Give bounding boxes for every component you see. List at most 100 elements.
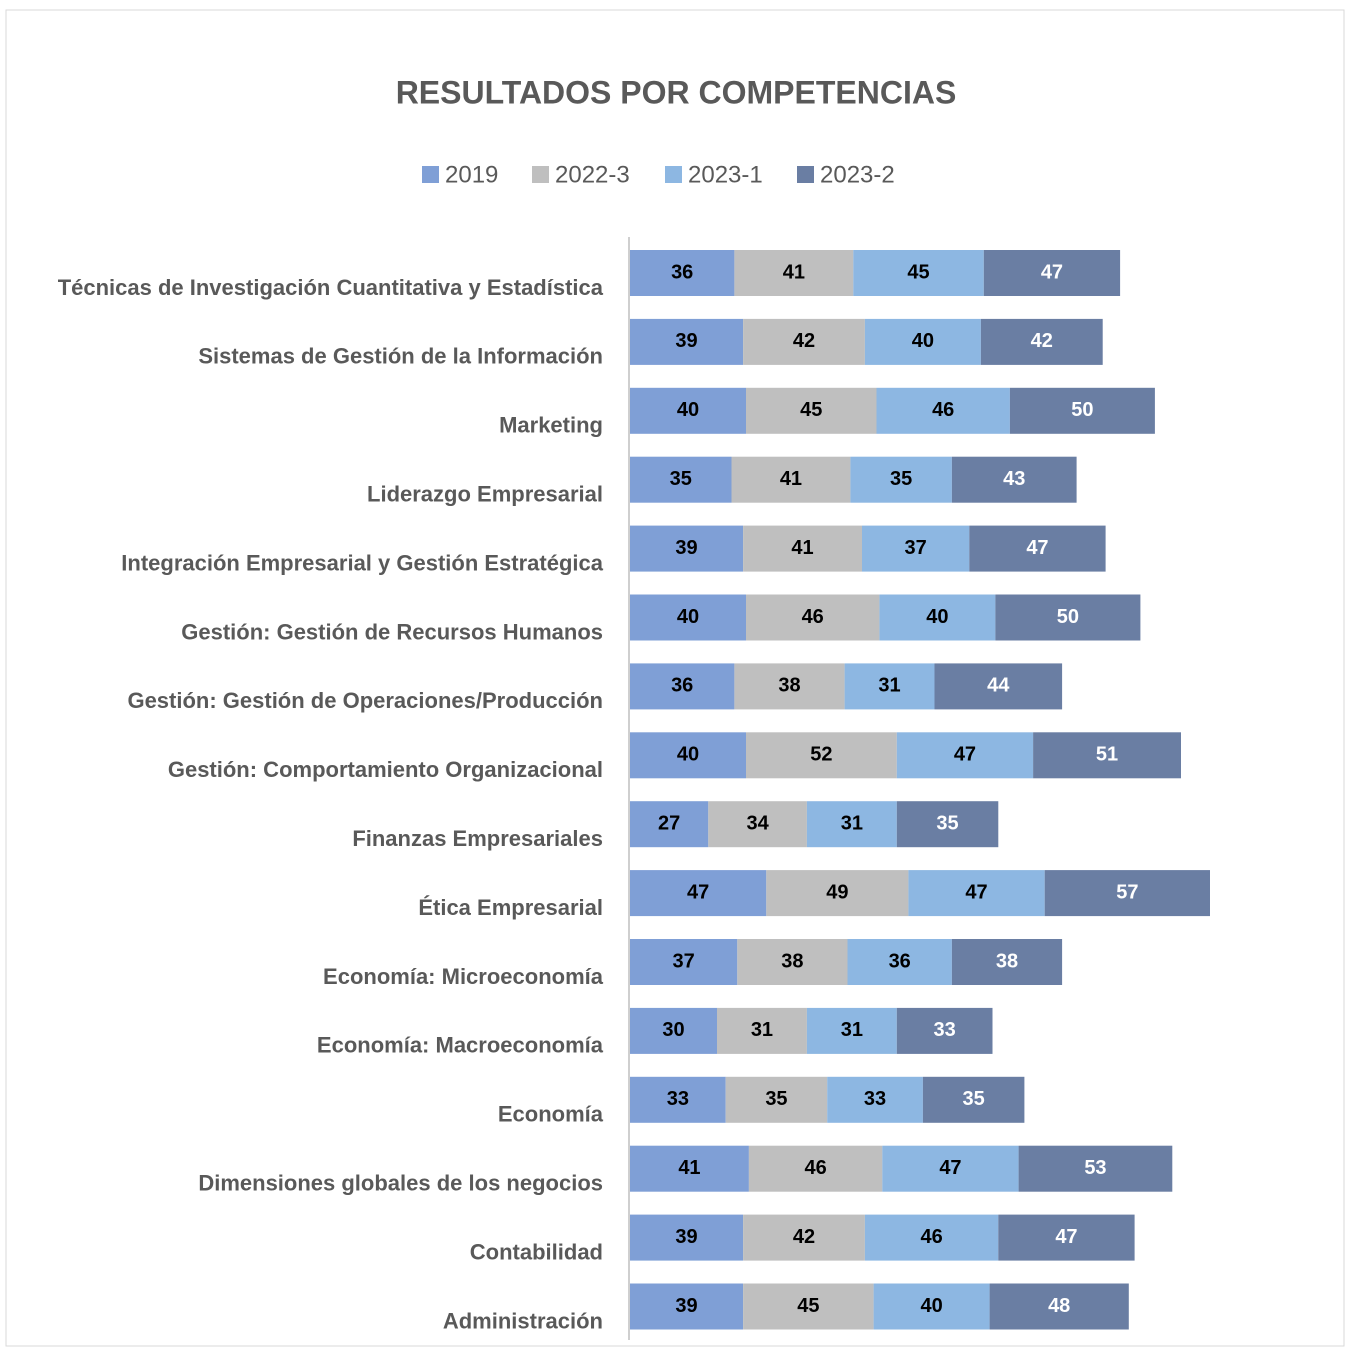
bar-segment — [630, 525, 744, 572]
data-label: 40 — [677, 399, 699, 421]
bar-segment — [1033, 732, 1181, 779]
bar-segment — [806, 801, 897, 848]
data-label: 49 — [826, 881, 848, 903]
bar-segment — [873, 1283, 990, 1330]
bar-segment — [983, 250, 1121, 296]
bar-segment — [951, 939, 1063, 985]
legend-label: 2023-2 — [820, 161, 895, 188]
data-label: 46 — [804, 1157, 826, 1179]
bar-segment — [1044, 870, 1210, 917]
bar-segment — [879, 594, 996, 641]
bar-segment — [864, 1214, 999, 1261]
legend-label: 2019 — [445, 161, 498, 188]
data-label: 39 — [675, 537, 697, 559]
bar-segment — [934, 663, 1063, 710]
data-label: 46 — [802, 606, 824, 628]
bar-segment — [748, 1145, 883, 1192]
bar-segment — [980, 318, 1103, 365]
category-label: Técnicas de Investigación Cuantitativa y… — [58, 275, 604, 300]
data-label: 47 — [939, 1157, 961, 1179]
bar-segment — [746, 387, 877, 434]
bar-segment — [969, 525, 1106, 572]
bar-segment — [630, 318, 744, 365]
data-label: 35 — [936, 812, 958, 834]
bar-segment — [882, 1145, 1019, 1192]
category-label: Finanzas Empresariales — [352, 826, 603, 851]
data-label: 42 — [1031, 330, 1053, 352]
data-label: 43 — [1003, 468, 1025, 490]
data-label: 47 — [954, 744, 976, 766]
category-label: Gestión: Gestión de Operaciones/Producci… — [127, 688, 603, 713]
legend-swatch — [532, 166, 549, 183]
bar-segment — [743, 1214, 865, 1261]
data-label: 35 — [890, 468, 912, 490]
category-label: Gestión: Comportamiento Organizacional — [168, 757, 603, 782]
data-label: 40 — [677, 606, 699, 628]
bar-segment — [896, 1007, 993, 1054]
data-label: 33 — [667, 1088, 689, 1110]
data-label: 51 — [1096, 744, 1118, 766]
category-label: Administración — [443, 1308, 603, 1333]
data-label: 41 — [780, 468, 802, 490]
data-label: 37 — [673, 950, 695, 972]
data-label: 36 — [671, 675, 693, 697]
bar-segment — [737, 939, 848, 985]
bar-segment — [876, 387, 1010, 434]
bar-segment — [630, 801, 709, 848]
data-label: 57 — [1116, 881, 1138, 903]
data-label: 50 — [1057, 606, 1079, 628]
data-label: 35 — [963, 1088, 985, 1110]
data-label: 39 — [675, 330, 697, 352]
bar-segment — [844, 663, 935, 710]
bar-segment — [995, 594, 1141, 641]
data-label: 53 — [1084, 1157, 1106, 1179]
bar-segment — [717, 1007, 807, 1054]
category-label: Gestión: Gestión de Recursos Humanos — [181, 619, 603, 644]
data-label: 31 — [751, 1019, 773, 1041]
bar-segment — [708, 801, 807, 848]
category-label: Ética Empresarial — [418, 895, 603, 920]
data-label: 35 — [765, 1088, 787, 1110]
bar-segment — [630, 594, 746, 641]
data-label: 38 — [996, 950, 1018, 972]
legend-label: 2022-3 — [555, 161, 630, 188]
data-label: 33 — [864, 1088, 886, 1110]
bar-segment — [630, 250, 735, 296]
legend-swatch — [422, 166, 439, 183]
data-label: 45 — [797, 1295, 819, 1317]
data-label: 47 — [965, 881, 987, 903]
data-label: 38 — [778, 675, 800, 697]
bar-segment — [743, 1283, 874, 1330]
data-label: 42 — [793, 1226, 815, 1248]
bar-segment — [922, 1076, 1025, 1123]
data-label: 47 — [1026, 537, 1048, 559]
data-label: 42 — [793, 330, 815, 352]
bar-segment — [630, 939, 738, 985]
bar-segment — [630, 1214, 744, 1261]
bar-segment — [746, 732, 897, 779]
bar-segment — [827, 1076, 923, 1123]
bar-segment — [1018, 1145, 1173, 1192]
bar-segment — [630, 456, 732, 503]
bar-segment — [1009, 387, 1155, 434]
bar-segment — [853, 250, 984, 296]
data-label: 34 — [746, 812, 769, 834]
bar-segment — [896, 801, 999, 848]
category-label: Liderazgo Empresarial — [367, 482, 603, 507]
data-label: 41 — [791, 537, 813, 559]
category-label: Contabilidad — [470, 1239, 603, 1264]
bar-segment — [862, 525, 970, 572]
data-label: 45 — [907, 261, 929, 283]
data-label: 50 — [1071, 399, 1093, 421]
category-label: Sistemas de Gestión de la Información — [198, 344, 603, 369]
data-label: 47 — [1055, 1226, 1077, 1248]
legend-swatch — [665, 166, 682, 183]
data-label: 39 — [675, 1226, 697, 1248]
data-label: 38 — [781, 950, 803, 972]
data-label: 30 — [662, 1019, 684, 1041]
category-label: Integración Empresarial y Gestión Estrat… — [121, 550, 603, 575]
data-label: 40 — [920, 1295, 942, 1317]
bar-segment — [766, 870, 909, 917]
data-label: 37 — [905, 537, 927, 559]
bar-segment — [746, 594, 880, 641]
